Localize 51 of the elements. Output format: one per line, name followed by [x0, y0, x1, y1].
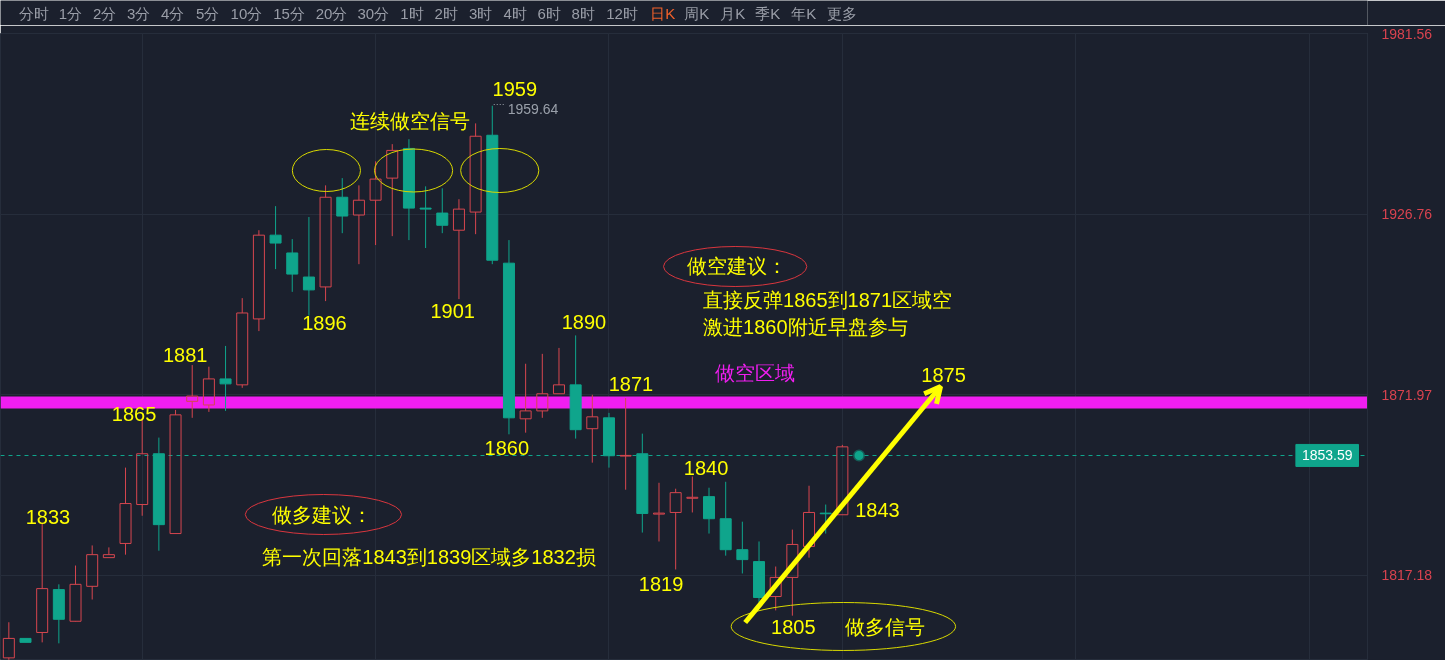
annotation: 1875: [921, 363, 966, 386]
y-tick-label: 1981.56: [1381, 25, 1433, 42]
text: 月K: [720, 4, 746, 22]
annotation: 1890: [561, 310, 607, 333]
text: 1时: [400, 4, 424, 22]
annotation: 1833: [25, 505, 71, 528]
text: 8时: [571, 4, 595, 22]
text: 2分: [92, 4, 117, 22]
ref-line-label: 1853.59: [1301, 447, 1353, 464]
text: 20分: [315, 4, 348, 22]
y-tick-label: 1926.76: [1381, 206, 1433, 223]
text: 10分: [230, 4, 263, 22]
annotation: 做多信号: [845, 615, 926, 638]
text: 日K: [650, 4, 676, 22]
text: 5分: [196, 4, 220, 22]
text: 3时: [468, 4, 493, 22]
annotation: 做空建议：: [687, 254, 788, 277]
annotation: 1819: [638, 572, 684, 595]
text: 3分: [126, 4, 151, 22]
annotation: 1865: [111, 402, 157, 425]
text: 季K: [755, 4, 781, 22]
text: 2时: [434, 4, 458, 22]
annotation: 第一次回落1843到1839区域多1832损: [262, 545, 596, 568]
annotation: 1901: [430, 299, 475, 322]
annotation: 做多建议：: [272, 503, 373, 526]
text: 更多: [826, 4, 857, 22]
text: 30分: [357, 4, 390, 22]
annotation: 1843: [855, 498, 900, 521]
ref-line-label: 做空区域: [715, 361, 796, 384]
annotation: 1860: [484, 436, 530, 459]
annotation: 1805: [771, 615, 816, 638]
annotation: 1959.64: [507, 100, 559, 117]
text: 1分: [58, 4, 83, 22]
text: 分时: [19, 4, 50, 22]
annotation: 直接反弹1865到1871区域空: [703, 288, 953, 311]
text: 15分: [273, 4, 305, 22]
annotation: 1840: [683, 456, 729, 479]
y-tick-label: 1871.97: [1381, 386, 1433, 403]
annotation: 1896: [302, 311, 347, 334]
text: 6时: [537, 4, 561, 22]
annotation: 1959: [492, 77, 538, 100]
annotation: 激进1860附近早盘参与: [703, 315, 908, 338]
text: 年K: [791, 4, 817, 22]
annotation: 1871: [608, 372, 654, 395]
text: 周K: [684, 4, 710, 22]
text: 4时: [503, 4, 527, 22]
text: 4分: [161, 4, 185, 22]
annotation: 连续做空信号: [349, 109, 470, 132]
text: 12时: [606, 4, 638, 22]
annotation: 1881: [162, 343, 208, 366]
y-tick-label: 1817.18: [1381, 567, 1433, 584]
